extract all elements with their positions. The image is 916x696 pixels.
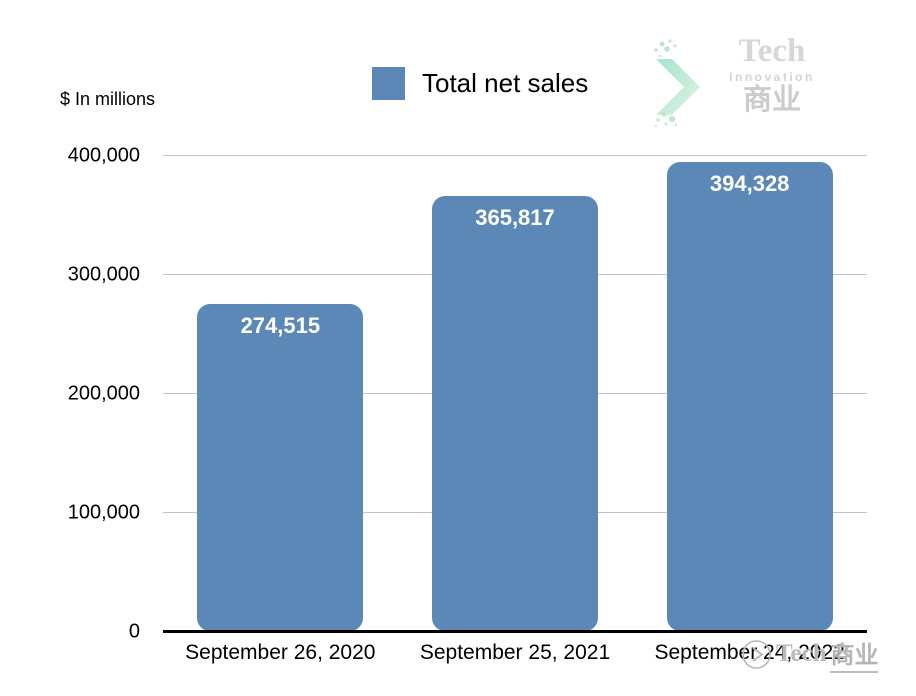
x-category-label: September 24, 2022 [654,641,845,664]
x-axis-line [163,630,867,633]
bar: 365,817 [432,195,598,631]
bar-value-label: 274,515 [240,313,321,339]
y-tick-label: 100,000 [67,501,140,524]
y-tick-label: 300,000 [67,263,140,286]
y-tick-label: 200,000 [67,382,140,405]
logo-text-innovation: Innovation [729,70,815,84]
legend-swatch [372,67,405,100]
bar: 274,515 [197,304,364,631]
watermark-text-chinese: 商业 [830,635,879,673]
x-category-label: September 26, 2020 [185,641,376,664]
logo-text: Tech Innovation 商业 [716,33,828,116]
legend-label: Total net sales [422,68,589,98]
logo-text-chinese: 商业 [742,84,801,116]
gridline [163,155,867,156]
legend: Total net sales [372,67,588,100]
brand-logo: Tech Innovation 商业 [650,33,830,132]
bar-value-label: 365,817 [475,204,555,230]
y-tick-label: 400,000 [67,144,140,167]
chevron-arrow-icon [654,39,700,128]
bar: 394,328 [666,161,833,631]
watermark-text-tech: Tech [776,640,827,667]
y-tick-label: 0 [128,620,140,643]
x-category-label: September 25, 2021 [419,641,611,664]
brand-watermark: Tech 商业 [741,635,879,673]
logo-text-tech: Tech [738,33,806,69]
watermark-circle-icon [742,639,771,669]
units-note: $ In millions [60,89,156,109]
bar-value-label: 394,328 [709,170,790,196]
